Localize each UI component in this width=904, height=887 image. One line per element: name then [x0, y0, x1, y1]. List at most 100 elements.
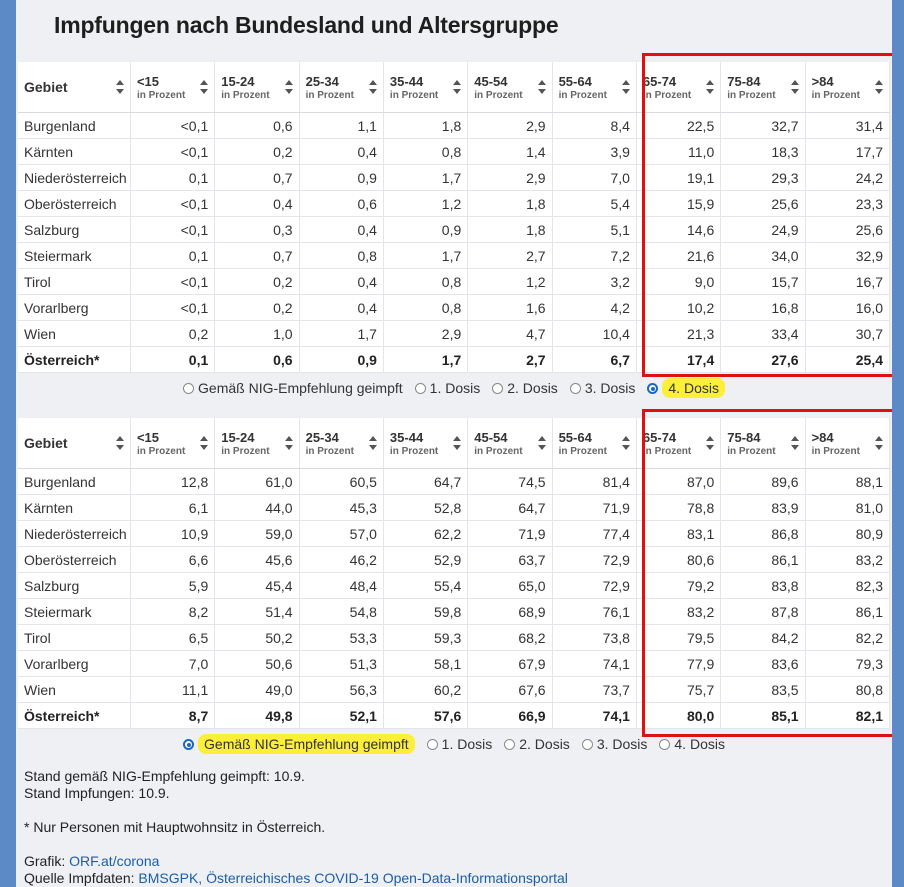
column-header-age-2[interactable]: 25-34 in Prozent: [299, 418, 384, 469]
radio-label: 3. Dosis: [584, 380, 636, 396]
sort-icon[interactable]: [790, 436, 799, 450]
radio-button[interactable]: [183, 383, 195, 394]
column-header-age-6[interactable]: 65-74 in Prozent: [636, 62, 722, 113]
sort-icon[interactable]: [453, 436, 462, 450]
cell-value: <0,1: [130, 294, 216, 321]
cell-value: 16,7: [805, 268, 891, 295]
radio-option[interactable]: Gemäß NIG-Empfehlung geimpft: [183, 734, 415, 754]
radio-label: 3. Dosis: [596, 736, 648, 752]
cell-value: 19,1: [636, 164, 722, 191]
radio-button[interactable]: [659, 739, 671, 750]
cell-region: Vorarlberg: [18, 294, 131, 321]
sort-icon[interactable]: [537, 436, 546, 450]
column-header-age-4[interactable]: 45-54 in Prozent: [467, 62, 553, 113]
table-row-total: Österreich* 8,7 49,8 52,1 57,6 66,9 74,1 80,0 85…: [18, 702, 891, 729]
sort-down-icon: [453, 445, 462, 450]
cell-value: 18,3: [720, 138, 806, 165]
sort-icon[interactable]: [706, 80, 715, 94]
column-header-label: <15: [136, 429, 159, 445]
column-header-age-7[interactable]: 75-84 in Prozent: [720, 418, 806, 469]
cell-value: 56,3: [299, 676, 384, 703]
sort-icon[interactable]: [537, 80, 546, 94]
quelle-link[interactable]: BMSGPK, Österreichisches COVID-19 Open-D…: [138, 870, 568, 886]
cell-value: 72,9: [552, 546, 637, 573]
radio-button[interactable]: [647, 383, 659, 394]
cell-value: 9,0: [636, 268, 722, 295]
sort-icon[interactable]: [706, 436, 715, 450]
radio-option[interactable]: 3. Dosis: [581, 736, 648, 752]
radio-button[interactable]: [581, 739, 593, 750]
sort-icon[interactable]: [200, 80, 209, 94]
dose-selector-top: Gemäß NIG-Empfehlung geimpft 1. Dosis 2. D…: [16, 378, 892, 398]
cell-value: 27,6: [720, 346, 806, 373]
sort-icon[interactable]: [621, 80, 630, 94]
radio-button[interactable]: [183, 739, 195, 750]
radio-option[interactable]: 1. Dosis: [426, 736, 492, 752]
sort-down-icon: [537, 445, 546, 450]
sort-up-icon: [115, 436, 124, 441]
grafik-label: Grafik:: [24, 853, 66, 869]
cell-value: 48,4: [299, 572, 384, 599]
radio-button[interactable]: [569, 383, 581, 394]
sort-icon[interactable]: [790, 80, 799, 94]
radio-button[interactable]: [504, 739, 516, 750]
cell-value: 83,2: [805, 546, 891, 573]
column-header-region[interactable]: Gebiet: [18, 418, 131, 469]
column-header-age-0[interactable]: <15 in Prozent: [130, 62, 216, 113]
radio-button[interactable]: [426, 739, 438, 750]
cell-value: 51,4: [214, 598, 300, 625]
column-header-age-2[interactable]: 25-34 in Prozent: [299, 62, 384, 113]
radio-button[interactable]: [492, 383, 504, 394]
column-header-age-4[interactable]: 45-54 in Prozent: [467, 418, 553, 469]
cell-value: 29,3: [720, 164, 806, 191]
cell-value: 5,4: [552, 190, 637, 217]
cell-value: 0,1: [130, 164, 216, 191]
sort-icon[interactable]: [875, 80, 883, 94]
vaccination-table-nig: Gebiet <15 in Prozent 15-24 in Prozent 25-34 i…: [18, 418, 891, 729]
sort-icon[interactable]: [115, 80, 124, 94]
cell-value: 60,2: [383, 676, 469, 703]
radio-option[interactable]: 1. Dosis: [414, 380, 480, 396]
column-header-age-3[interactable]: 35-44 in Prozent: [383, 418, 469, 469]
sort-icon[interactable]: [284, 80, 293, 94]
radio-option[interactable]: 2. Dosis: [492, 380, 558, 396]
cell-region: Wien: [18, 676, 131, 703]
column-header-age-6[interactable]: 65-74 in Prozent: [636, 418, 722, 469]
column-header-age-8[interactable]: >84 in Prozent: [805, 62, 891, 113]
column-header-region[interactable]: Gebiet: [18, 62, 131, 113]
cell-region: Steiermark: [18, 242, 131, 269]
sort-up-icon: [284, 436, 293, 441]
cell-value: 8,7: [130, 702, 216, 729]
sort-icon[interactable]: [284, 436, 293, 450]
column-header-age-5[interactable]: 55-64 in Prozent: [552, 62, 637, 113]
column-header-age-7[interactable]: 75-84 in Prozent: [720, 62, 806, 113]
sort-icon[interactable]: [875, 436, 883, 450]
cell-value: 0,8: [299, 242, 384, 269]
sort-icon[interactable]: [453, 80, 462, 94]
grafik-link[interactable]: ORF.at/corona: [69, 853, 160, 869]
cell-value: 34,0: [720, 242, 806, 269]
radio-option[interactable]: 3. Dosis: [569, 380, 636, 396]
sort-icon[interactable]: [621, 436, 630, 450]
cell-value: 84,2: [720, 624, 806, 651]
radio-button[interactable]: [414, 383, 426, 394]
sort-icon[interactable]: [115, 436, 124, 450]
cell-value: 0,2: [130, 320, 216, 347]
cell-value: 0,4: [299, 138, 384, 165]
column-header-age-1[interactable]: 15-24 in Prozent: [214, 62, 300, 113]
sort-icon[interactable]: [200, 436, 209, 450]
column-header-age-8[interactable]: >84 in Prozent: [805, 418, 891, 469]
radio-option[interactable]: 4. Dosis: [659, 736, 725, 752]
radio-option[interactable]: Gemäß NIG-Empfehlung geimpft: [183, 380, 403, 396]
column-header-age-1[interactable]: 15-24 in Prozent: [214, 418, 300, 469]
sort-icon[interactable]: [368, 80, 377, 94]
sort-icon[interactable]: [368, 436, 377, 450]
stand-nig-note: Stand gemäß NIG-Empfehlung geimpft: 10.9…: [24, 768, 305, 784]
column-header-age-3[interactable]: 35-44 in Prozent: [383, 62, 469, 113]
radio-option[interactable]: 2. Dosis: [504, 736, 570, 752]
column-header-age-5[interactable]: 55-64 in Prozent: [552, 418, 637, 469]
cell-value: 65,0: [467, 572, 553, 599]
cell-value: 63,7: [467, 546, 553, 573]
column-header-age-0[interactable]: <15 in Prozent: [130, 418, 216, 469]
radio-option[interactable]: 4. Dosis: [647, 378, 725, 398]
